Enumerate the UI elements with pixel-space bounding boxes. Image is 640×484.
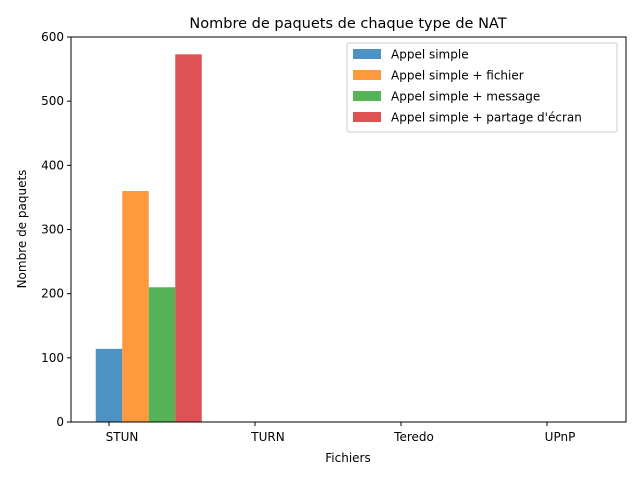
bar [148,287,176,422]
legend-swatch [353,49,381,59]
legend-entry-label: Appel simple + fichier [391,69,524,83]
legend-box [346,42,618,133]
y-tick-label: 300 [41,223,64,237]
y-tick-label: 100 [41,351,64,365]
y-tick-label: 600 [41,30,64,44]
y-tick-label: 200 [41,287,64,301]
bar [175,54,202,422]
x-tick-label: STUN [106,430,139,444]
x-tick-label: TURN [250,430,284,444]
y-axis-ticks: 0 100 200 300 400 500 600 [41,30,71,429]
x-axis-label: Fichiers [325,451,370,465]
x-tick-label: Teredo [393,430,434,444]
legend-entry-label: Appel simple + partage d'écran [391,111,582,125]
y-tick-label: 500 [41,94,64,108]
x-axis-ticks: STUN TURN Teredo UPnP [106,422,576,444]
legend-entry-label: Appel simple [391,48,469,62]
legend-swatch [353,112,381,122]
y-tick-label: 400 [41,158,64,172]
chart-title: Nombre de paquets de chaque type de NAT [189,16,506,32]
bar [122,191,149,422]
legend: Appel simple Appel simple + fichier Appel … [346,42,618,133]
y-tick-label: 0 [56,415,64,429]
bar [95,348,123,422]
legend-swatch [353,91,381,101]
legend-entry-label: Appel simple + message [391,90,540,104]
y-axis-label: Nombre de paquets [15,170,29,289]
bars-group [95,54,202,422]
legend-swatch [353,70,381,80]
x-tick-label: UPnP [545,430,576,444]
